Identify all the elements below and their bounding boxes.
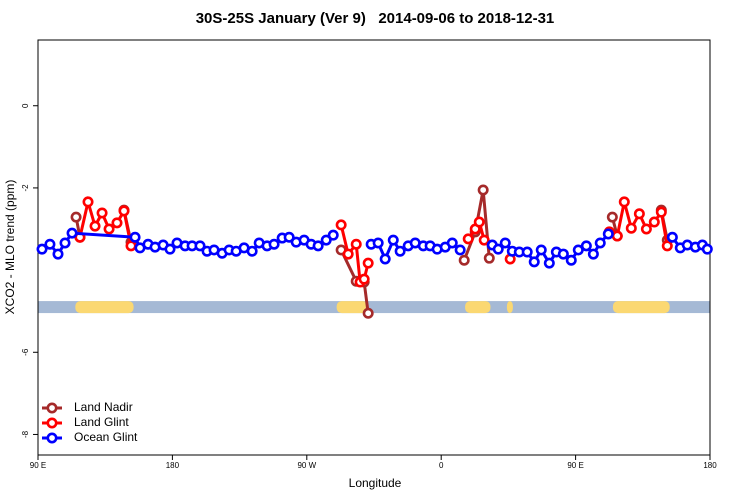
point xyxy=(602,228,614,240)
y-axis-label: XCO2 - MLO trend (ppm) xyxy=(3,180,17,315)
point xyxy=(89,220,101,232)
point xyxy=(521,246,533,258)
ocean-band xyxy=(38,301,710,314)
point xyxy=(125,240,137,252)
land-band xyxy=(506,301,513,314)
point xyxy=(580,240,592,252)
point xyxy=(59,237,71,249)
legend-label: Land Nadir xyxy=(74,400,133,414)
point xyxy=(648,216,660,228)
point xyxy=(462,233,474,245)
point xyxy=(283,231,295,243)
x-tick-label: 180 xyxy=(166,461,180,470)
point xyxy=(606,211,618,223)
x-tick-label: 180 xyxy=(703,461,717,470)
y-tick-label: -6 xyxy=(21,348,30,356)
point xyxy=(633,208,645,220)
legend-label: Ocean Glint xyxy=(74,430,138,444)
point xyxy=(342,248,354,260)
point xyxy=(618,196,630,208)
land-band xyxy=(336,301,369,314)
x-tick-label: 0 xyxy=(439,461,444,470)
land-band xyxy=(612,301,670,314)
point xyxy=(701,243,713,255)
legend-marker xyxy=(46,402,58,414)
point xyxy=(655,206,667,218)
point xyxy=(111,217,123,229)
point xyxy=(587,248,599,260)
land-band xyxy=(465,301,491,314)
point xyxy=(372,237,384,249)
point xyxy=(528,256,540,268)
legend-label: Land Glint xyxy=(74,415,129,429)
point xyxy=(625,222,637,234)
land-band xyxy=(75,301,134,314)
series-line xyxy=(78,195,669,285)
legend-marker xyxy=(46,417,58,429)
point xyxy=(594,237,606,249)
point xyxy=(350,238,362,250)
point xyxy=(473,216,485,228)
point xyxy=(458,254,470,266)
point xyxy=(362,307,374,319)
point xyxy=(52,248,64,260)
point xyxy=(44,238,56,250)
x-tick-label: 90 E xyxy=(30,461,46,470)
point xyxy=(194,240,206,252)
point xyxy=(358,273,370,285)
point xyxy=(492,243,504,255)
point xyxy=(164,243,176,255)
point xyxy=(557,248,569,260)
point xyxy=(543,257,555,269)
point xyxy=(320,234,332,246)
point xyxy=(666,231,678,243)
point xyxy=(246,245,258,257)
x-axis-label: Longitude xyxy=(349,476,402,490)
point xyxy=(477,184,489,196)
point xyxy=(640,223,652,235)
point xyxy=(611,230,623,242)
point xyxy=(103,223,115,235)
x-tick-label: 90 E xyxy=(567,461,583,470)
point xyxy=(483,252,495,264)
legend-marker xyxy=(46,432,58,444)
point xyxy=(478,234,490,246)
point xyxy=(572,244,584,256)
point xyxy=(362,257,374,269)
point xyxy=(394,245,406,257)
point xyxy=(335,219,347,231)
point xyxy=(454,244,466,256)
point xyxy=(499,237,511,249)
chart-title: 30S-25S January (Ver 9) 2014-09-06 to 20… xyxy=(196,10,555,27)
y-tick-label: 0 xyxy=(21,103,30,108)
point xyxy=(379,253,391,265)
point xyxy=(82,196,94,208)
point xyxy=(66,227,78,239)
point xyxy=(661,240,673,252)
point xyxy=(327,229,339,241)
point xyxy=(70,211,82,223)
point xyxy=(129,231,141,243)
y-tick-label: -2 xyxy=(21,184,30,192)
point xyxy=(446,237,458,249)
point xyxy=(118,205,130,217)
point xyxy=(36,243,48,255)
point xyxy=(312,240,324,252)
point xyxy=(387,234,399,246)
point xyxy=(565,254,577,266)
point xyxy=(96,207,108,219)
point xyxy=(268,238,280,250)
y-tick-label: -8 xyxy=(21,430,30,438)
point xyxy=(535,244,547,256)
x-tick-label: 90 W xyxy=(297,461,316,470)
